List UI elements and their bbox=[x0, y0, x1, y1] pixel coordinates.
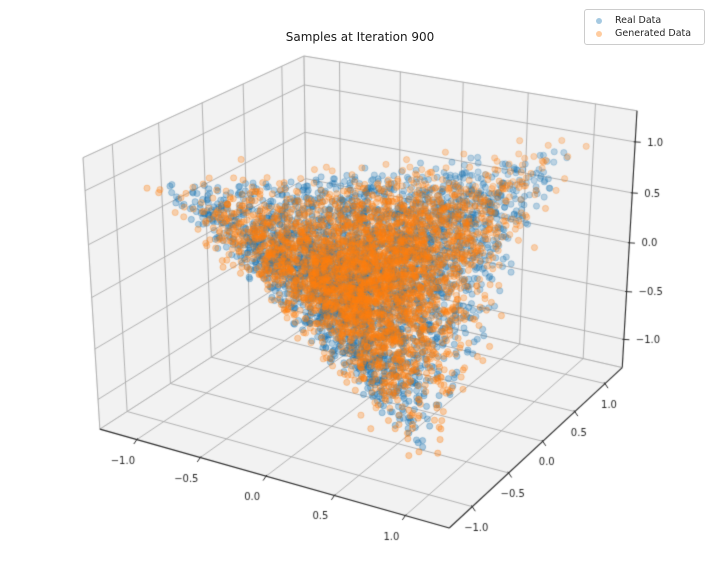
legend-item-generated: Generated Data bbox=[585, 27, 698, 40]
real-data-marker-icon bbox=[596, 17, 602, 24]
legend: Real Data Generated Data bbox=[584, 9, 705, 45]
generated-data-marker-icon bbox=[596, 30, 602, 37]
legend-label-real: Real Data bbox=[615, 15, 662, 26]
chart-title: Samples at Iteration 900 bbox=[285, 30, 435, 44]
legend-label-generated: Generated Data bbox=[615, 28, 692, 39]
legend-item-real: Real Data bbox=[585, 14, 698, 27]
